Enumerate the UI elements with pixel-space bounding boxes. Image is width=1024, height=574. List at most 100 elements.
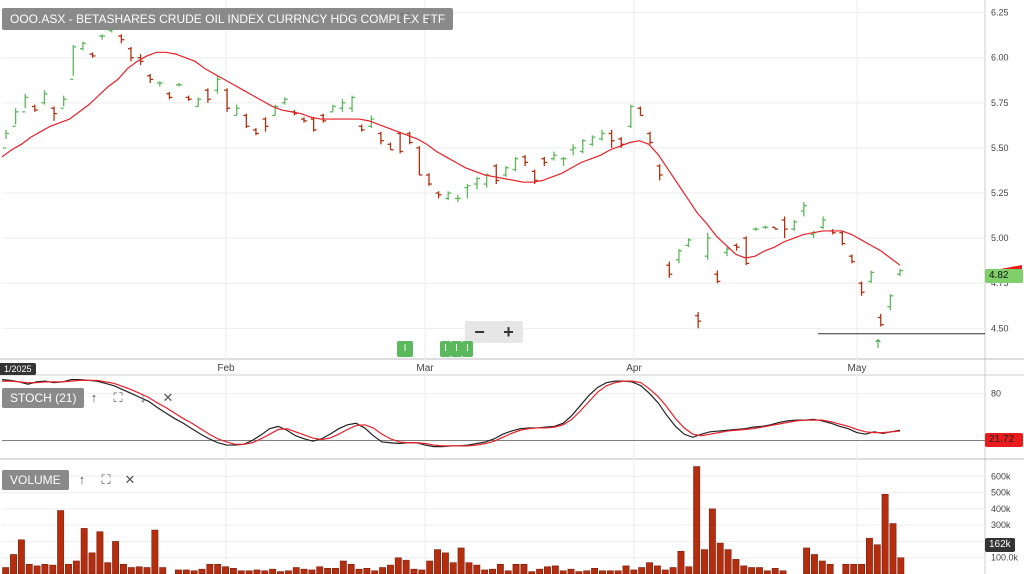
x-tick-label: Mar xyxy=(416,363,434,374)
event-marker[interactable]: I xyxy=(440,341,451,357)
stoch-label: STOCH (21) xyxy=(2,388,85,408)
ohlc-bar xyxy=(349,95,356,112)
zoom-in-button[interactable]: + xyxy=(503,322,514,342)
ohlc-bar xyxy=(397,131,404,154)
volume-bar xyxy=(355,568,363,574)
volume-bar xyxy=(229,568,237,574)
ohlc-bar xyxy=(820,216,827,230)
ohlc-bar xyxy=(233,104,240,117)
ohlc-bar xyxy=(474,176,481,190)
stoch-d-line xyxy=(2,379,901,447)
volume-bar xyxy=(599,570,606,574)
ohlc-series xyxy=(3,27,903,329)
ohlc-bar xyxy=(839,230,846,246)
volume-bar xyxy=(88,552,96,574)
ohlc-bar xyxy=(493,164,500,185)
volume-bar xyxy=(496,563,504,574)
ohlc-bar xyxy=(743,236,750,266)
ohlc-bar xyxy=(454,194,461,203)
y-tick-label: 5.75 xyxy=(991,98,1009,108)
ohlc-bar xyxy=(195,97,202,108)
volume-bar xyxy=(811,554,818,574)
ohlc-bar xyxy=(772,226,779,230)
ohlc-bar xyxy=(204,88,211,103)
close-icon[interactable]: ✕ xyxy=(124,472,136,487)
chart-title: OOO.ASX - BETASHARES CRUDE OIL INDEX CUR… xyxy=(2,8,454,30)
zoom-controls: − + xyxy=(465,321,523,343)
volume-bar xyxy=(614,570,622,574)
volume-bar xyxy=(72,560,80,574)
ohlc-bar xyxy=(752,227,759,231)
ohlc-bar xyxy=(502,165,509,177)
y-tick-label: 6.25 xyxy=(991,8,1009,18)
up-arrow-icon[interactable]: ↑ xyxy=(90,390,98,405)
volume-bar xyxy=(850,563,858,574)
ohlc-bar xyxy=(224,88,231,112)
volume-bar xyxy=(363,568,371,574)
y-tick-label: 5.25 xyxy=(991,188,1009,198)
ohlc-bar xyxy=(445,191,452,201)
ohlc-bar xyxy=(281,97,288,105)
date-badge: 1/2025 xyxy=(0,363,36,375)
volume-bar xyxy=(489,568,496,574)
ohlc-bar xyxy=(800,202,807,217)
ohlc-bar xyxy=(887,294,894,311)
y-tick-label: 5.00 xyxy=(991,233,1009,243)
down-arrow-icon[interactable]: ↓ xyxy=(139,390,147,405)
ohlc-bar xyxy=(589,135,596,147)
volume-bar xyxy=(512,563,520,574)
volume-series xyxy=(2,466,905,574)
ohlc-bar xyxy=(695,312,702,329)
volume-bar xyxy=(536,568,544,574)
ohlc-bar xyxy=(243,113,250,129)
up-arrow-icon[interactable]: ↑ xyxy=(78,472,86,487)
ohlc-bar xyxy=(166,92,173,100)
ohlc-bar xyxy=(704,232,711,260)
expand-icon[interactable]: ⛶ xyxy=(113,390,123,405)
event-marker[interactable]: I xyxy=(397,341,413,357)
event-marker[interactable]: I xyxy=(451,341,462,357)
ohlc-bar xyxy=(262,117,269,132)
volume-bar xyxy=(143,567,151,574)
ohlc-bar xyxy=(252,128,259,136)
volume-bar xyxy=(284,570,292,574)
volume-bar xyxy=(33,565,41,574)
y-tick-label: 400k xyxy=(991,504,1011,514)
ohlc-bar xyxy=(560,156,567,166)
y-tick-label: 500k xyxy=(991,488,1011,498)
ohlc-bar xyxy=(656,164,663,181)
ohlc-bar xyxy=(22,93,29,113)
volume-bar xyxy=(198,568,206,574)
down-arrow-icon[interactable]: ↓ xyxy=(425,11,433,26)
close-icon[interactable]: ✕ xyxy=(162,390,174,405)
volume-bar xyxy=(858,563,865,574)
ohlc-bar xyxy=(99,34,106,40)
volume-bar xyxy=(300,568,308,574)
volume-bar xyxy=(818,560,826,574)
ohlc-bar xyxy=(185,95,192,102)
zoom-out-button[interactable]: − xyxy=(474,322,485,342)
ohlc-bar xyxy=(464,184,471,199)
ohlc-bar xyxy=(70,45,77,81)
expand-icon[interactable]: ⛶ xyxy=(101,472,111,487)
ohlc-bar xyxy=(579,138,586,154)
y-tick-label: 80 xyxy=(991,389,1001,399)
volume-bar xyxy=(379,567,387,574)
volume-bar xyxy=(748,567,756,574)
ma-line xyxy=(1,51,901,266)
event-marker[interactable]: I xyxy=(462,341,473,357)
volume-bar xyxy=(638,567,646,574)
volume-bar xyxy=(324,568,332,574)
ohlc-bar xyxy=(214,75,221,94)
volume-bar xyxy=(292,567,300,574)
ohlc-bar xyxy=(118,34,125,44)
ohlc-bar xyxy=(550,151,557,161)
volume-bar xyxy=(222,566,229,574)
volume-bar xyxy=(567,568,575,574)
ohlc-bar xyxy=(848,254,855,264)
up-signal-arrow-icon: ↑ xyxy=(873,337,883,351)
volume-bar xyxy=(677,550,685,574)
ohlc-bar xyxy=(358,124,365,132)
expand-icon[interactable]: ⛶ xyxy=(400,11,410,26)
